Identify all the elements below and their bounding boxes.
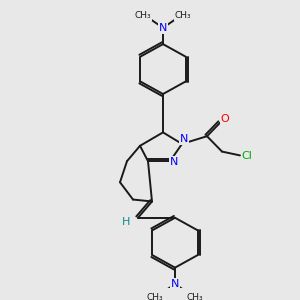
Text: N: N (180, 134, 188, 144)
Text: CH₃: CH₃ (187, 293, 203, 300)
Text: CH₃: CH₃ (135, 11, 151, 20)
Text: CH₃: CH₃ (147, 293, 163, 300)
Text: H: H (122, 217, 130, 226)
Text: N: N (171, 279, 179, 289)
Text: Cl: Cl (242, 152, 252, 161)
Text: N: N (170, 157, 178, 167)
Text: O: O (220, 114, 230, 124)
Text: CH₃: CH₃ (175, 11, 191, 20)
Text: N: N (159, 23, 167, 33)
